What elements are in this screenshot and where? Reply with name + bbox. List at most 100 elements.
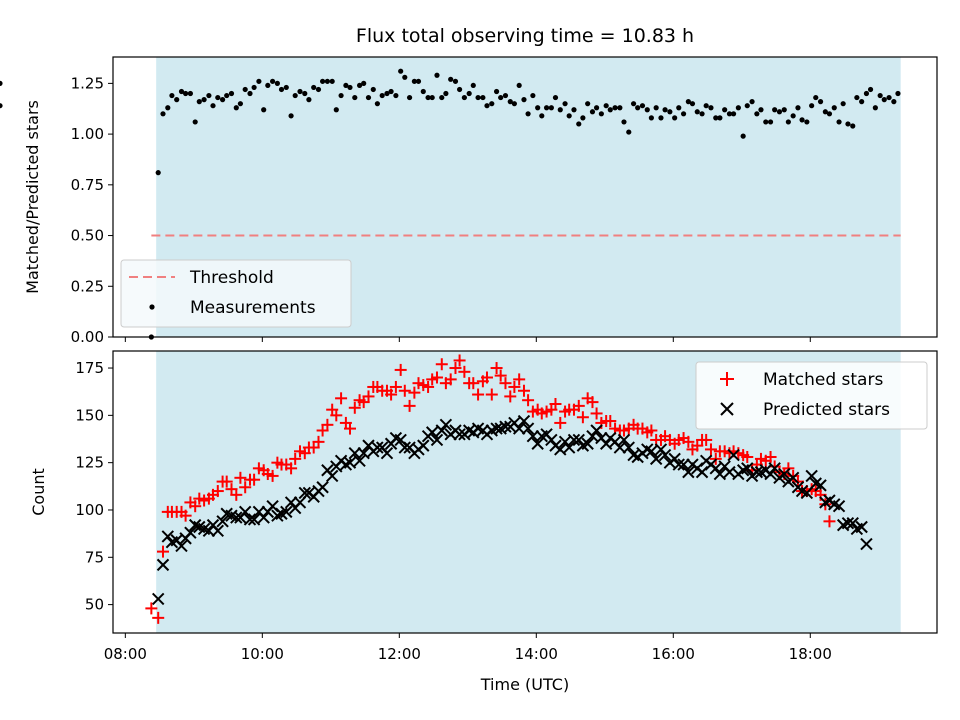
- measurement-point: [448, 76, 454, 82]
- measurement-point: [443, 90, 449, 97]
- measurement-point: [822, 109, 828, 115]
- measurement-point: [525, 111, 531, 117]
- measurement-point: [589, 109, 596, 115]
- bottom-panel: 50 75 100 125 150 175 08:00 10:00 12:00 14:00 16:…: [29, 350, 938, 694]
- measurement-point: [174, 97, 180, 103]
- measurement-point: [261, 107, 267, 113]
- matched-point: [239, 481, 252, 494]
- measurement-point: [795, 105, 801, 111]
- measurement-point: [758, 107, 764, 113]
- measurement-point: [530, 92, 536, 99]
- predicted-point: [439, 418, 453, 432]
- measurement-point: [799, 117, 805, 123]
- bottom-legend: Matched stars Predicted stars: [695, 361, 928, 430]
- matched-point: [285, 462, 298, 475]
- measurement-point: [384, 90, 390, 97]
- measurement-point: [493, 88, 500, 95]
- measurement-point: [726, 111, 733, 117]
- measurement-point: [155, 170, 161, 176]
- predicted-point: [284, 496, 298, 509]
- measurement-point: [749, 99, 755, 105]
- predicted-point: [645, 445, 658, 458]
- measurement-point: [196, 99, 202, 105]
- measurement-point: [603, 103, 609, 109]
- measurement-point: [699, 111, 705, 117]
- matched-point: [312, 435, 325, 448]
- measurement-point: [265, 82, 271, 89]
- predicted-stars-series: [151, 414, 873, 606]
- predicted-point: [517, 414, 531, 428]
- matched-point: [485, 388, 498, 401]
- measurement-point: [635, 105, 641, 111]
- measurement-point: [215, 94, 221, 101]
- matched-point: [343, 422, 356, 435]
- matched-point: [586, 396, 599, 409]
- measurement-point: [183, 90, 189, 97]
- measurement-point: [767, 119, 774, 125]
- measurement-point: [0, 80, 3, 86]
- measurement-point: [420, 88, 426, 95]
- predicted-point: [741, 462, 754, 475]
- matched-point: [152, 611, 165, 624]
- predicted-point: [814, 479, 827, 492]
- legend-threshold-label: Threshold: [189, 268, 274, 288]
- measurement-point: [470, 82, 476, 89]
- predicted-point: [545, 433, 558, 447]
- y-tick-label: 0.25: [71, 277, 104, 295]
- measurement-point: [895, 90, 901, 97]
- predicted-point: [435, 424, 448, 437]
- measurement-point: [562, 101, 568, 107]
- matched-point: [230, 488, 243, 501]
- predicted-point: [846, 517, 859, 530]
- legend-matched-swatch: [720, 372, 734, 386]
- measurement-point: [617, 105, 623, 111]
- matched-point: [220, 475, 233, 488]
- measurement-point: [210, 103, 216, 109]
- measurement-point: [0, 103, 3, 109]
- predicted-point: [855, 520, 868, 534]
- measurement-point: [804, 119, 810, 125]
- x-tick-label: 14:00: [515, 645, 558, 663]
- measurement-point: [333, 107, 339, 113]
- matched-point: [490, 362, 503, 375]
- predicted-point: [841, 517, 855, 530]
- matched-point: [554, 416, 567, 429]
- measurement-point: [763, 119, 769, 125]
- legend-predicted-label: Predicted stars: [763, 400, 890, 420]
- predicted-point: [531, 437, 544, 450]
- matched-point: [704, 443, 717, 456]
- measurement-point: [429, 94, 435, 101]
- predicted-point: [417, 439, 430, 452]
- matched-point: [741, 450, 754, 463]
- measurement-point: [694, 109, 700, 115]
- measurement-point: [206, 92, 212, 99]
- predicted-point: [280, 505, 293, 519]
- y-tick-label: 75: [85, 548, 104, 566]
- measurement-point: [370, 86, 376, 93]
- measurement-point: [644, 107, 650, 113]
- bottom-x-axis: 08:00 10:00 12:00 14:00 16:00 18:00: [104, 633, 832, 663]
- top-legend-box: [120, 259, 352, 328]
- matched-point: [467, 377, 480, 390]
- matched-point: [321, 418, 334, 431]
- measurement-point: [621, 119, 627, 125]
- measurement-point: [507, 99, 513, 105]
- bottom-y-axis-title: Count: [29, 468, 48, 516]
- predicted-point: [682, 465, 695, 479]
- y-tick-label: 1.00: [71, 125, 104, 143]
- bottom-legend-box: [695, 361, 928, 430]
- measurement-point: [672, 115, 678, 121]
- measurement-point: [516, 82, 522, 89]
- measurement-point: [781, 107, 787, 113]
- matched-point: [590, 407, 603, 420]
- measurement-point: [402, 74, 408, 80]
- measurement-point: [269, 78, 276, 84]
- top-chart-title: Flux total observing time = 10.83 h: [356, 25, 694, 47]
- measurement-point: [809, 103, 815, 109]
- predicted-point: [562, 441, 576, 454]
- predicted-point: [860, 537, 873, 551]
- predicted-point: [425, 426, 439, 439]
- measurement-point: [776, 109, 783, 115]
- predicted-point: [581, 437, 594, 450]
- y-tick-label: 175: [75, 359, 104, 377]
